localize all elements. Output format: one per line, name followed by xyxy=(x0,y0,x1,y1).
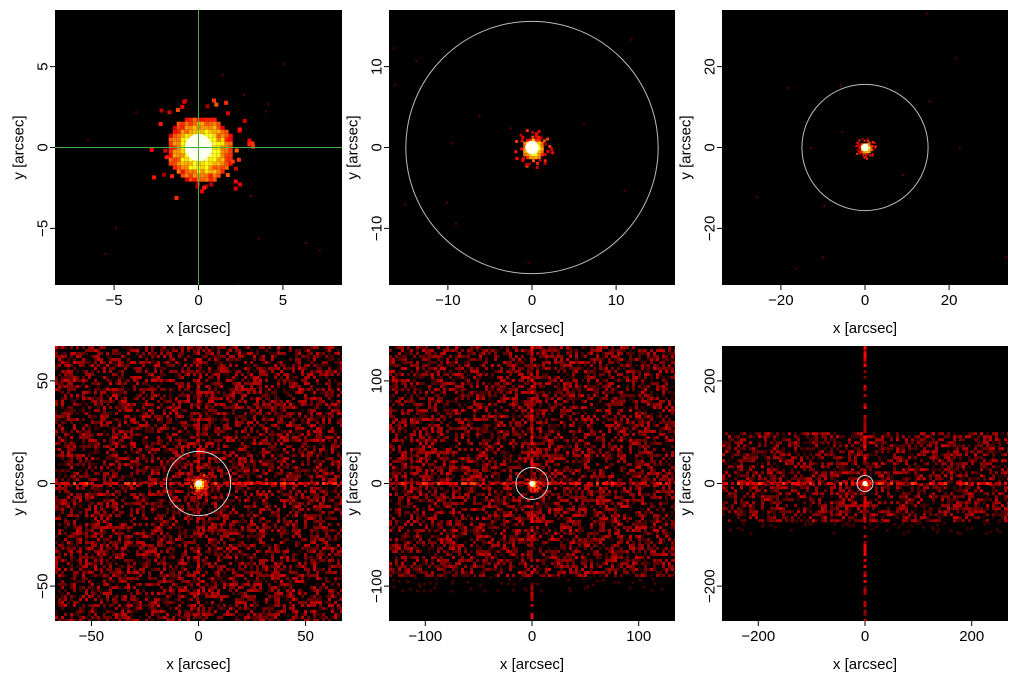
extraction-circle xyxy=(801,83,929,212)
image-pixels xyxy=(55,346,342,621)
y-tick-label: 0 xyxy=(702,479,719,487)
x-tick-label: −100 xyxy=(408,628,442,645)
y-tick-label: −50 xyxy=(35,573,52,598)
y-tick-label: 0 xyxy=(702,143,719,151)
x-tick-label: 5 xyxy=(279,292,287,309)
y-axis-label: y [arcsec] xyxy=(11,451,28,515)
x-axis-label: x [arcsec] xyxy=(833,656,897,673)
y-tick-label: 0 xyxy=(369,479,386,487)
y-tick-label: 50 xyxy=(35,373,52,390)
y-axis-label: y [arcsec] xyxy=(678,115,695,179)
x-tick-label: 100 xyxy=(626,628,651,645)
x-axis-label: x [arcsec] xyxy=(500,320,564,337)
extraction-circle xyxy=(515,466,549,501)
image-pixels xyxy=(755,12,1008,270)
extraction-circle xyxy=(165,450,232,517)
panel-6: −200 0 200 −200 0 200 x [arcsec] y [arcsec] xyxy=(678,346,1008,673)
y-tick-label: 10 xyxy=(369,58,386,75)
image-pixels xyxy=(389,346,675,619)
x-tick-label: −200 xyxy=(741,628,775,645)
x-axis-label: x [arcsec] xyxy=(166,656,230,673)
x-tick-label: 200 xyxy=(959,628,984,645)
image-pixels xyxy=(55,10,342,285)
y-tick-label: 200 xyxy=(702,368,719,393)
panel-1: −5 0 5 −5 0 5 x [arcsec] y [arcsec] xyxy=(11,10,342,337)
x-axis-label: x [arcsec] xyxy=(833,320,897,337)
x-tick-label: 0 xyxy=(528,628,536,645)
y-tick-label: −100 xyxy=(369,569,386,603)
panel-3: −20 0 20 −20 0 20 x [arcsec] y [arcsec] xyxy=(678,10,1008,337)
y-tick-label: 100 xyxy=(369,368,386,393)
panel-4: −50 0 50 −50 0 50 x [arcsec] y [arcsec] xyxy=(11,346,342,673)
y-tick-label: −5 xyxy=(35,220,52,237)
y-tick-label: −20 xyxy=(702,216,719,241)
x-axis-label: x [arcsec] xyxy=(166,320,230,337)
x-tick-label: −5 xyxy=(106,292,123,309)
extraction-circle xyxy=(405,20,659,275)
y-tick-label: 20 xyxy=(702,58,719,75)
source-core xyxy=(529,480,535,487)
source-core xyxy=(525,140,539,155)
y-tick-label: 5 xyxy=(35,62,52,70)
x-tick-label: 10 xyxy=(608,292,625,309)
y-tick-label: 0 xyxy=(35,143,52,151)
y-axis-label: y [arcsec] xyxy=(11,115,28,179)
image-pixels xyxy=(392,20,659,275)
x-tick-label: 0 xyxy=(194,292,202,309)
y-axis-label: y [arcsec] xyxy=(345,115,362,179)
y-tick-label: −10 xyxy=(369,216,386,241)
x-tick-label: 0 xyxy=(861,628,869,645)
y-axis-label: y [arcsec] xyxy=(345,451,362,515)
x-tick-label: 0 xyxy=(194,628,202,645)
x-tick-label: −10 xyxy=(435,292,460,309)
y-tick-label: 0 xyxy=(369,143,386,151)
panel-5: −100 0 100 −100 0 100 x [arcsec] y [arcsec] xyxy=(345,346,675,673)
x-tick-label: 0 xyxy=(861,292,869,309)
x-tick-label: −20 xyxy=(768,292,793,309)
extraction-circle xyxy=(856,474,874,493)
y-axis-label: y [arcsec] xyxy=(678,451,695,515)
source-core xyxy=(861,143,869,152)
x-tick-label: 0 xyxy=(528,292,536,309)
x-axis-label: x [arcsec] xyxy=(500,656,564,673)
y-tick-label: 0 xyxy=(35,479,52,487)
image-pixels xyxy=(722,346,1008,621)
source-core xyxy=(195,480,202,487)
x-tick-label: −50 xyxy=(79,628,104,645)
panel-2: −10 0 10 −10 0 10 x [arcsec] y [arcsec] xyxy=(345,10,675,337)
x-tick-label: 20 xyxy=(941,292,958,309)
source-core xyxy=(862,481,868,486)
y-tick-label: −200 xyxy=(702,569,719,603)
x-tick-label: 50 xyxy=(297,628,314,645)
